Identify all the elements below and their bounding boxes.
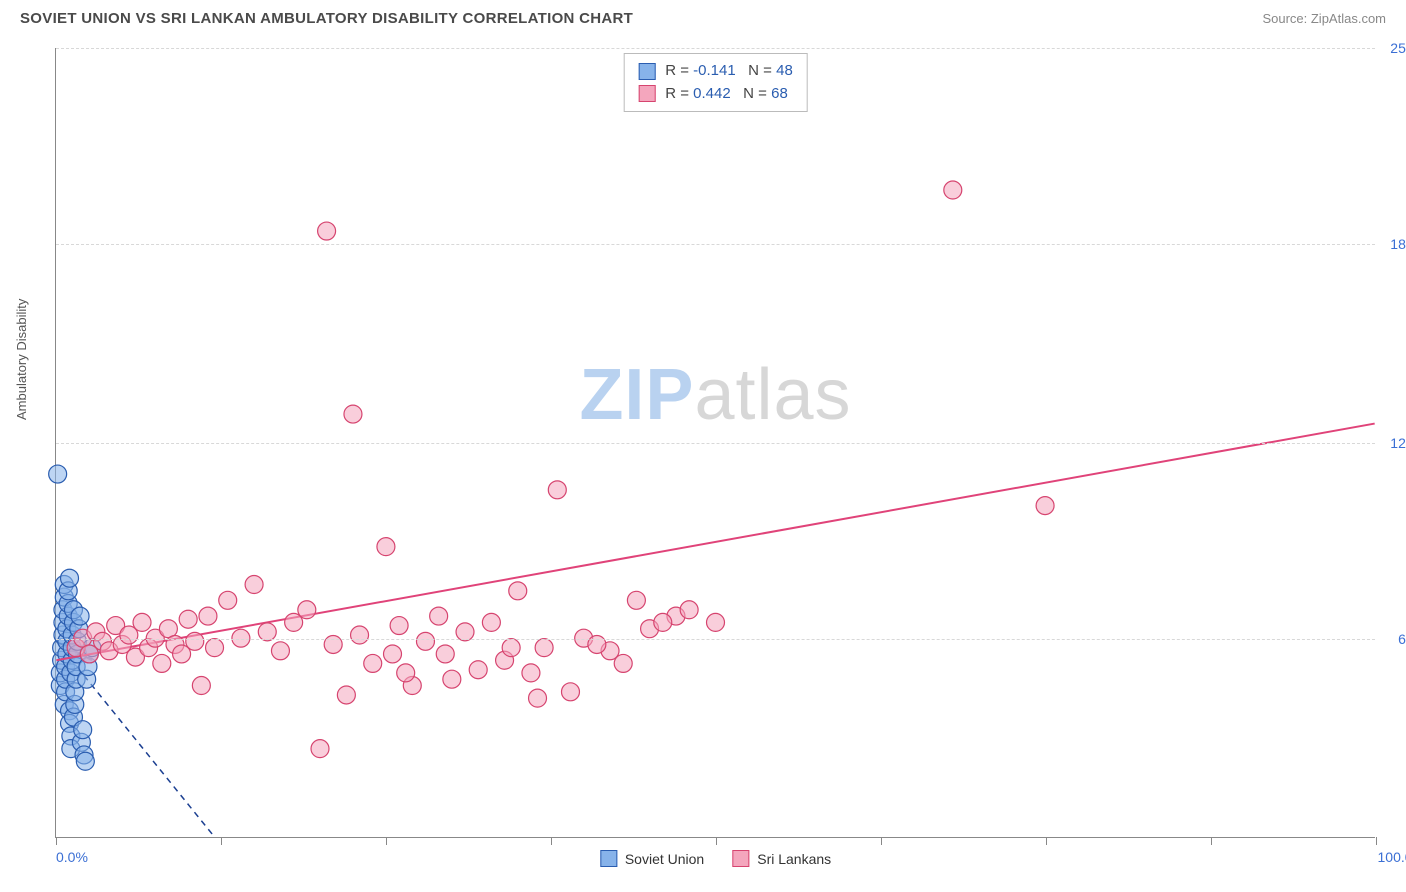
gridline-h — [56, 244, 1375, 245]
x-tick — [386, 837, 387, 845]
x-tick — [1211, 837, 1212, 845]
scatter-point — [548, 481, 566, 499]
stat-row-srilankan: R = 0.442 N = 68 — [638, 83, 793, 106]
scatter-point — [344, 405, 362, 423]
scatter-point — [298, 601, 316, 619]
scatter-point — [627, 591, 645, 609]
scatter-point — [311, 740, 329, 758]
legend-swatch-srilankan — [732, 850, 749, 867]
x-tick — [881, 837, 882, 845]
scatter-point — [337, 686, 355, 704]
scatter-point — [1036, 497, 1054, 515]
scatter-point — [49, 465, 67, 483]
scatter-point — [199, 607, 217, 625]
scatter-point — [364, 654, 382, 672]
scatter-point — [469, 661, 487, 679]
stat-text-srilankan: R = 0.442 N = 68 — [665, 83, 788, 106]
gridline-h — [56, 48, 1375, 49]
stat-text-soviet: R = -0.141 N = 48 — [665, 60, 793, 83]
scatter-point — [318, 222, 336, 240]
source-label: Source: ZipAtlas.com — [1262, 11, 1386, 26]
scatter-point — [377, 538, 395, 556]
scatter-point — [179, 610, 197, 628]
scatter-point — [74, 721, 92, 739]
scatter-point — [561, 683, 579, 701]
x-tick — [221, 837, 222, 845]
x-tick — [1376, 837, 1377, 845]
scatter-point — [522, 664, 540, 682]
legend-label-srilankan: Sri Lankans — [757, 851, 831, 867]
y-tick-label: 6.3% — [1398, 631, 1406, 647]
scatter-point — [351, 626, 369, 644]
scatter-point — [482, 613, 500, 631]
scatter-point — [436, 645, 454, 663]
x-tick — [56, 837, 57, 845]
scatter-point — [206, 639, 224, 657]
legend-label-soviet: Soviet Union — [625, 851, 704, 867]
scatter-point — [509, 582, 527, 600]
scatter-point — [443, 670, 461, 688]
x-tick-label-min: 0.0% — [56, 849, 88, 865]
legend-item-srilankan: Sri Lankans — [732, 850, 831, 867]
scatter-point — [502, 639, 520, 657]
y-tick-label: 25.0% — [1390, 40, 1406, 56]
scatter-point — [654, 613, 672, 631]
y-tick-label: 12.5% — [1390, 435, 1406, 451]
bottom-legend: Soviet Union Sri Lankans — [600, 850, 831, 867]
stat-row-soviet: R = -0.141 N = 48 — [638, 60, 793, 83]
scatter-point — [271, 642, 289, 660]
swatch-srilankan — [638, 85, 655, 102]
plot-area: ZIPatlas 6.3%12.5%18.8%25.0% 0.0% 100.0%… — [55, 48, 1375, 838]
chart-title: SOVIET UNION VS SRI LANKAN AMBULATORY DI… — [20, 10, 633, 27]
header-row: SOVIET UNION VS SRI LANKAN AMBULATORY DI… — [0, 0, 1406, 33]
scatter-point — [535, 639, 553, 657]
legend-item-soviet: Soviet Union — [600, 850, 704, 867]
x-tick-label-max: 100.0% — [1378, 849, 1406, 865]
scatter-point — [390, 617, 408, 635]
scatter-point — [384, 645, 402, 663]
scatter-point — [71, 607, 89, 625]
scatter-point — [192, 677, 210, 695]
x-tick — [551, 837, 552, 845]
gridline-h — [56, 639, 1375, 640]
scatter-point — [186, 632, 204, 650]
scatter-point — [76, 752, 94, 770]
scatter-point — [245, 576, 263, 594]
scatter-point — [707, 613, 725, 631]
scatter-point — [397, 664, 415, 682]
scatter-point — [614, 654, 632, 672]
scatter-point — [61, 569, 79, 587]
x-tick — [716, 837, 717, 845]
y-tick-label: 18.8% — [1390, 236, 1406, 252]
scatter-point — [944, 181, 962, 199]
legend-swatch-soviet — [600, 850, 617, 867]
scatter-point — [430, 607, 448, 625]
gridline-h — [56, 443, 1375, 444]
scatter-point — [133, 613, 151, 631]
stat-legend-box: R = -0.141 N = 48 R = 0.442 N = 68 — [623, 53, 808, 112]
scatter-point — [529, 689, 547, 707]
x-tick — [1046, 837, 1047, 845]
y-axis-label: Ambulatory Disability — [14, 299, 29, 420]
plot-frame: ZIPatlas 6.3%12.5%18.8%25.0% 0.0% 100.0%… — [55, 48, 1375, 838]
swatch-soviet — [638, 63, 655, 80]
scatter-point — [680, 601, 698, 619]
scatter-point — [416, 632, 434, 650]
scatter-point — [153, 654, 171, 672]
scatter-point — [219, 591, 237, 609]
